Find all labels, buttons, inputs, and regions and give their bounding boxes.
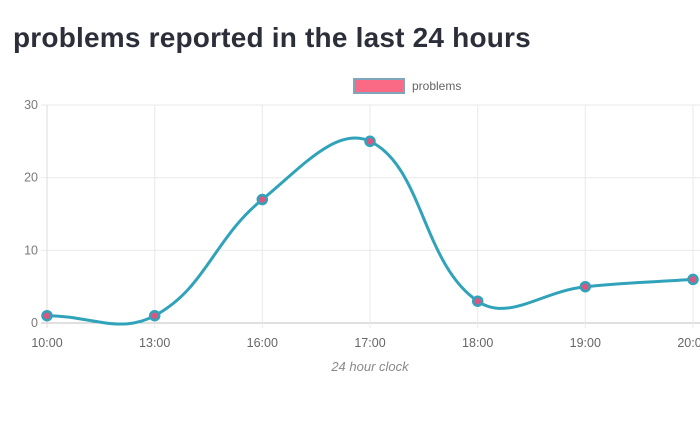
x-tick-label-13:00: 13:00 <box>139 336 170 350</box>
x-tick-label-20:00: 20:00 <box>677 336 700 350</box>
x-tick-label-17:00: 17:00 <box>354 336 385 350</box>
data-point-20:00[interactable] <box>687 273 699 286</box>
x-axis-title: 24 hour clock <box>330 359 410 374</box>
y-tick-label-10: 10 <box>24 243 38 257</box>
legend-item-problems[interactable]: problems <box>353 78 461 94</box>
x-tick-label-16:00: 16:00 <box>247 336 278 350</box>
data-point-19:00[interactable] <box>579 280 592 293</box>
y-tick-label-20: 20 <box>24 171 38 185</box>
y-tick-label-30: 30 <box>24 98 38 112</box>
chart-title: problems reported in the last 24 hours <box>13 22 531 53</box>
data-point-16:00[interactable] <box>256 193 269 206</box>
data-point-13:00[interactable] <box>148 309 161 322</box>
x-tick-label-19:00: 19:00 <box>570 336 601 350</box>
data-point-10:00[interactable] <box>41 309 53 322</box>
data-point-18:00[interactable] <box>471 295 484 307</box>
x-tick-label-10:00: 10:00 <box>31 336 62 350</box>
legend-label: problems <box>412 79 462 93</box>
y-tick-label-0: 0 <box>31 316 38 330</box>
x-tick-label-18:00: 18:00 <box>462 336 493 350</box>
data-point-17:00[interactable] <box>364 135 376 148</box>
legend-swatch-icon <box>353 78 405 94</box>
